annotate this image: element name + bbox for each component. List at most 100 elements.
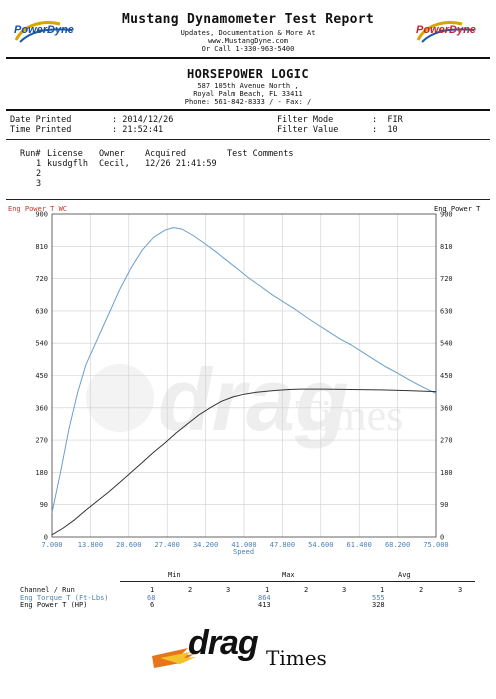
report-title: Mustang Dynamometer Test Report bbox=[122, 12, 374, 27]
run-row-1-acquired: 12/26 21:41:59 bbox=[145, 159, 217, 169]
divider-info bbox=[6, 139, 490, 140]
stats-torque-avg: 555 bbox=[372, 594, 385, 602]
y-right-tick-label: 270 bbox=[440, 437, 453, 445]
footer-flame-icon bbox=[152, 648, 196, 668]
y-left-tick-label: 180 bbox=[35, 469, 48, 477]
run-col-run: Run# bbox=[20, 149, 41, 159]
x-tick-label: 27.400 bbox=[155, 541, 180, 549]
x-tick-label: 7.000 bbox=[41, 541, 62, 549]
x-tick-label: 75.000 bbox=[423, 541, 448, 549]
stats-max-run-2: 2 bbox=[304, 586, 309, 594]
shop-address-1: 587 105th Avenue North , bbox=[197, 82, 299, 90]
y-axis-right-labels: 0 90 180 270 360 450 540 630 720 810 900 bbox=[440, 211, 453, 542]
watermark-wheel-icon bbox=[86, 364, 154, 432]
run-col-comments: Test Comments bbox=[227, 149, 294, 159]
header-line-1: Updates, Documentation & More At bbox=[180, 29, 316, 37]
y-left-tick-label: 900 bbox=[35, 211, 48, 219]
time-printed-label: Time Printed bbox=[10, 125, 72, 135]
watermark-drag: drag bbox=[158, 350, 349, 449]
y-left-tick-label: 540 bbox=[35, 340, 48, 348]
stats-group-max: Max bbox=[282, 571, 295, 579]
y-right-tick-label: 810 bbox=[440, 243, 453, 251]
divider-top bbox=[6, 57, 490, 59]
stats-power-avg: 328 bbox=[372, 601, 385, 609]
stats-group-avg: Avg bbox=[398, 571, 411, 579]
plot-frame bbox=[51, 213, 437, 538]
y-left-tick-label: 720 bbox=[35, 275, 48, 283]
date-printed-value: : 2014/12/26 bbox=[112, 115, 174, 125]
y-left-tick-label: 630 bbox=[35, 307, 48, 315]
series-line-power bbox=[51, 388, 437, 536]
x-tick-label: 54.600 bbox=[308, 541, 333, 549]
logo-left-swoosh-icon bbox=[14, 21, 73, 43]
footer-logo-drag: drag bbox=[188, 624, 259, 662]
shop-phone: Phone: 561-842-8333 / - Fax: / bbox=[184, 98, 312, 106]
footer-logo-times: Times bbox=[266, 646, 327, 670]
stats-max-run-1: 1 bbox=[265, 586, 270, 594]
run-row-1-owner: Cecil, bbox=[99, 159, 130, 169]
y-right-tick-label: 450 bbox=[440, 372, 453, 380]
filter-value-value: : 10 bbox=[372, 125, 398, 135]
run-row-2-run: 2 bbox=[36, 169, 42, 179]
right-axis-title: Eng Power T bbox=[434, 205, 481, 213]
series-line-torque bbox=[51, 227, 437, 513]
run-row-3-run: 3 bbox=[36, 179, 42, 189]
chart-lines bbox=[51, 227, 437, 536]
logo-right: PowerDyne bbox=[412, 18, 484, 44]
x-tick-label: 13.800 bbox=[78, 541, 103, 549]
run-col-owner: Owner bbox=[99, 149, 125, 159]
shop-name: HORSEPOWER LOGIC bbox=[187, 67, 309, 81]
stats-rule bbox=[120, 581, 475, 582]
y-right-tick-label: 0 bbox=[440, 534, 444, 542]
filter-value-label: Filter Value bbox=[277, 125, 339, 135]
x-tick-label: 41.000 bbox=[231, 541, 256, 549]
stats-group-min: Min bbox=[168, 571, 181, 579]
y-right-tick-label: 540 bbox=[440, 340, 453, 348]
y-right-tick-label: 180 bbox=[440, 469, 453, 477]
y-left-tick-label: 450 bbox=[35, 372, 48, 380]
y-left-tick-label: 270 bbox=[35, 437, 48, 445]
y-right-tick-label: 360 bbox=[440, 404, 453, 412]
stats-torque-max: 864 bbox=[258, 594, 271, 602]
divider-shop bbox=[6, 109, 490, 111]
stats-torque-label: Eng Torque T (Ft-Lbs) bbox=[20, 594, 109, 602]
run-col-license: License bbox=[47, 149, 83, 159]
y-axis-left-labels: 0 90 180 270 360 450 540 630 720 810 900 bbox=[35, 211, 48, 542]
stats-power-min: 6 bbox=[150, 601, 155, 609]
y-right-tick-label: 720 bbox=[440, 275, 453, 283]
divider-runs bbox=[6, 199, 490, 200]
stats-channel-label: Channel / Run bbox=[20, 586, 75, 594]
stats-section: Min Max Avg Channel / Run 1 2 3 1 2 3 1 … bbox=[8, 570, 490, 616]
run-row-1-run: 1 bbox=[36, 159, 42, 169]
x-tick-label: 20.600 bbox=[116, 541, 141, 549]
y-right-tick-label: 90 bbox=[440, 501, 448, 509]
x-tick-label: 47.800 bbox=[270, 541, 295, 549]
stats-avg-run-1: 1 bbox=[380, 586, 385, 594]
run-col-acquired: Acquired bbox=[145, 149, 186, 159]
logo-left: PowerDyne bbox=[10, 18, 82, 44]
x-tick-label: 34.200 bbox=[193, 541, 218, 549]
filter-mode-value: : FIR bbox=[372, 115, 403, 125]
logo-right-text: PowerDyne bbox=[416, 24, 476, 36]
logo-right-swoosh-icon bbox=[416, 21, 475, 43]
header-line-2: www.MustangDyne.com bbox=[207, 37, 289, 45]
chart-grid bbox=[51, 213, 437, 538]
stats-max-run-3: 3 bbox=[342, 586, 347, 594]
header-line-3: Or Call 1-330-963-5400 bbox=[201, 45, 295, 53]
stats-min-run-3: 3 bbox=[226, 586, 231, 594]
stats-power-max: 413 bbox=[258, 601, 271, 609]
x-tick-label: 68.200 bbox=[385, 541, 410, 549]
run-row-1-license: kusdgflh bbox=[47, 159, 88, 169]
footer-logo: drag Times bbox=[150, 624, 350, 678]
time-printed-value: : 21:52:41 bbox=[112, 125, 164, 135]
shop-address-2: Royal Palm Beach, FL 33411 bbox=[193, 90, 303, 98]
x-axis-labels: 7.000 13.800 20.600 27.400 34.200 41.000 47.80… bbox=[41, 541, 448, 549]
y-left-tick-label: 360 bbox=[35, 404, 48, 412]
y-left-tick-label: 90 bbox=[40, 501, 48, 509]
stats-avg-run-2: 2 bbox=[419, 586, 424, 594]
logo-left-text: PowerDyne bbox=[14, 24, 74, 36]
stats-min-run-1: 1 bbox=[150, 586, 155, 594]
stats-torque-min: 68 bbox=[147, 594, 156, 602]
